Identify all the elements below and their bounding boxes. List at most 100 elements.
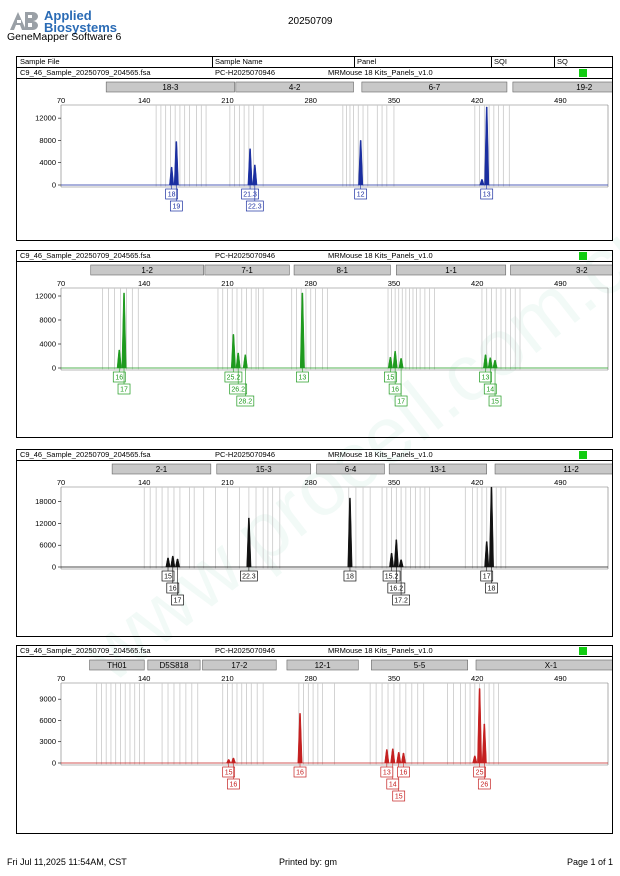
peak — [358, 140, 364, 186]
allele-label-box — [240, 570, 258, 582]
peak — [472, 755, 478, 764]
allele-label-box — [245, 200, 264, 212]
sizing-quality-indicator — [579, 69, 587, 77]
allele-label-box — [166, 582, 180, 594]
marker-bar-17-2 — [202, 659, 277, 671]
peak — [400, 752, 406, 764]
allele-label: 18 — [346, 574, 354, 581]
allele-label-box — [227, 778, 240, 790]
sample-panel-4: C9_46_Sample_20250709_204565.fsa PC-H2025… — [16, 645, 613, 834]
x-tick-label: 420 — [471, 478, 484, 487]
peak — [489, 486, 494, 568]
x-tick-label: 210 — [221, 279, 234, 288]
y-tick-label: 0 — [52, 181, 56, 190]
peak — [398, 559, 404, 568]
peak — [392, 350, 398, 369]
allele-label: 17 — [397, 399, 405, 406]
info-panel: MRMouse 18 Kits_Panels_v1.0 — [328, 68, 433, 77]
panel-info-row: C9_46_Sample_20250709_204565.fsa PC-H2025… — [17, 450, 612, 461]
info-sample-name: PC-H2025070946 — [215, 450, 276, 459]
peak — [242, 354, 248, 369]
panel-info-row: C9_46_Sample_20250709_204565.fsa PC-H2025… — [17, 68, 612, 79]
allele-label: 26 — [480, 782, 488, 789]
info-panel: MRMouse 18 Kits_Panels_v1.0 — [328, 450, 433, 459]
x-tick-label: 420 — [471, 674, 484, 683]
allele-label: 28.2 — [239, 399, 253, 406]
marker-label: 15-3 — [256, 465, 273, 474]
marker-bar-1-2 — [90, 264, 204, 276]
peak — [175, 558, 181, 568]
info-sample-name: PC-H2025070946 — [215, 251, 276, 260]
x-tick-label: 280 — [304, 674, 317, 683]
peak — [479, 179, 485, 186]
peak — [170, 555, 176, 568]
marker-label: 2-1 — [156, 465, 168, 474]
marker-label: TH01 — [107, 661, 127, 670]
allele-label-box — [485, 582, 498, 594]
marker-bar-7-1 — [204, 264, 290, 276]
allele-label: 25.2 — [227, 375, 241, 382]
marker-label: 17-2 — [231, 661, 248, 670]
x-tick-label: 70 — [57, 674, 65, 683]
marker-label: 6-4 — [345, 465, 357, 474]
peak — [246, 517, 252, 568]
allele-label: 16 — [296, 770, 304, 777]
peak — [226, 759, 232, 764]
allele-label-box — [392, 594, 410, 606]
peak — [398, 358, 404, 369]
peak — [347, 497, 353, 568]
y-tick-label: 0 — [52, 563, 56, 572]
x-tick-label: 140 — [138, 478, 151, 487]
panel-info-row: C9_46_Sample_20250709_204565.fsa PC-H2025… — [17, 646, 612, 657]
peak — [390, 748, 396, 764]
allele-label-box — [477, 778, 491, 790]
allele-label: 15.2 — [385, 574, 399, 581]
peak — [247, 148, 253, 186]
peak — [252, 164, 258, 186]
peak — [484, 106, 490, 186]
peak — [389, 552, 395, 568]
allele-label: 22.3 — [242, 574, 256, 581]
info-sample-file: C9_46_Sample_20250709_204565.fsa — [20, 251, 151, 260]
allele-label: 14 — [486, 387, 494, 394]
y-tick-label: 4000 — [39, 340, 56, 349]
marker-label: 6-7 — [429, 83, 441, 92]
marker-bar-3-2 — [510, 264, 612, 276]
peak — [235, 352, 241, 369]
x-tick-label: 420 — [471, 96, 484, 105]
allele-label-box — [480, 570, 494, 582]
marker-label: 12-1 — [315, 661, 332, 670]
y-tick-label: 0 — [52, 759, 56, 768]
info-sample-name: PC-H2025070946 — [215, 646, 276, 655]
y-tick-label: 3000 — [39, 737, 56, 746]
allele-label: 16 — [391, 387, 399, 394]
allele-label: 26.2 — [231, 387, 245, 394]
allele-label-box — [169, 200, 183, 212]
peak — [173, 141, 179, 186]
x-tick-label: 420 — [471, 279, 484, 288]
y-tick-label: 12000 — [35, 292, 56, 301]
run-date: 20250709 — [288, 16, 333, 27]
peak — [169, 166, 175, 186]
allele-label-box — [236, 395, 255, 407]
allele-label-box — [117, 383, 131, 395]
allele-label: 15 — [164, 574, 172, 581]
x-tick-label: 280 — [304, 478, 317, 487]
y-tick-label: 12000 — [35, 114, 56, 123]
marker-bar-X-1 — [475, 659, 612, 671]
peak — [387, 356, 393, 369]
marker-label: 3-2 — [576, 266, 588, 275]
info-panel: MRMouse 18 Kits_Panels_v1.0 — [328, 646, 433, 655]
allele-label: 15 — [225, 770, 233, 777]
allele-label: 16 — [400, 770, 408, 777]
sample-panel-2: C9_46_Sample_20250709_204565.fsa PC-H2025… — [16, 250, 613, 438]
allele-label: 18 — [168, 192, 176, 199]
y-tick-label: 8000 — [39, 316, 56, 325]
y-tick-label: 4000 — [39, 158, 56, 167]
info-sample-file: C9_46_Sample_20250709_204565.fsa — [20, 450, 151, 459]
sizing-quality-indicator — [579, 647, 587, 655]
y-tick-label: 6000 — [39, 716, 56, 725]
marker-bar-2-1 — [111, 463, 212, 475]
header-sqi: SQI — [494, 57, 507, 66]
marker-label: 11-2 — [563, 465, 579, 474]
